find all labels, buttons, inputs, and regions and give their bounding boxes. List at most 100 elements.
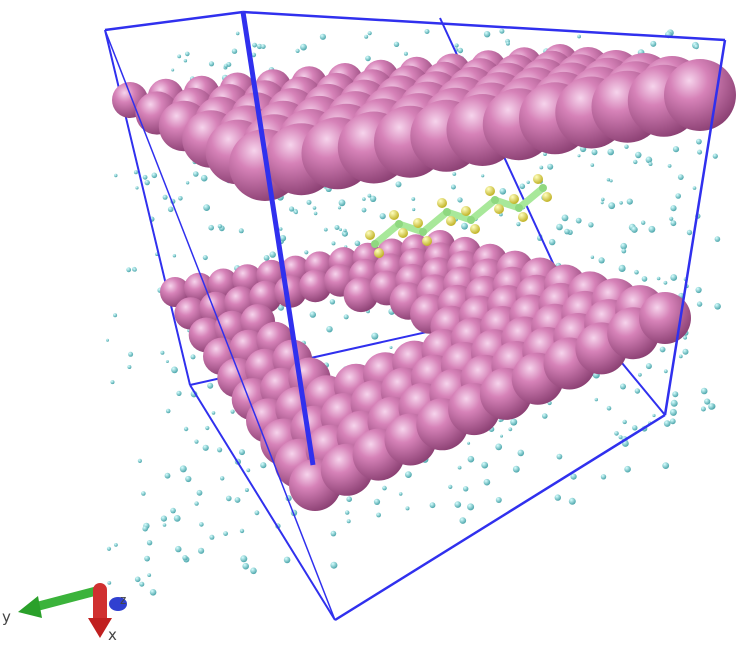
particle (608, 202, 616, 210)
particle (223, 531, 229, 536)
particle (570, 473, 577, 480)
particle (393, 41, 400, 47)
carbon (419, 228, 427, 236)
particle (171, 366, 178, 374)
axis-label-z: z (120, 593, 126, 607)
particle (712, 153, 718, 159)
particle (278, 304, 284, 311)
particle (695, 286, 702, 294)
atom (299, 269, 332, 303)
particle (590, 255, 595, 259)
particle (107, 581, 112, 585)
particle (331, 241, 336, 246)
particle (694, 44, 699, 50)
particle (500, 434, 503, 438)
particle (457, 197, 463, 203)
particle (226, 495, 232, 502)
particle (234, 497, 241, 503)
particle (692, 186, 697, 190)
hydrogen (509, 194, 519, 204)
particle (126, 267, 132, 273)
particle (294, 210, 298, 215)
particle (708, 403, 715, 410)
particle (607, 148, 614, 156)
upper-slab (112, 44, 736, 201)
particle (164, 472, 171, 479)
particle (330, 530, 337, 537)
particle (343, 314, 349, 320)
particle (220, 476, 225, 481)
particle (139, 581, 145, 587)
particle (194, 439, 199, 444)
particle (650, 40, 657, 47)
particle (598, 257, 605, 264)
particle (645, 363, 652, 370)
particle (575, 217, 582, 224)
particle (110, 380, 115, 385)
particle (382, 485, 387, 491)
carbon (539, 184, 547, 192)
particle (564, 228, 570, 235)
particle (240, 555, 248, 563)
particle (424, 29, 430, 34)
particle (289, 206, 295, 212)
particle (600, 201, 604, 205)
particle (620, 383, 626, 390)
particle (179, 465, 187, 473)
hydrogen (485, 186, 495, 196)
particle (149, 589, 157, 596)
particle (624, 465, 631, 473)
particle (185, 181, 190, 185)
particle (508, 427, 513, 432)
particle (379, 213, 386, 220)
particle (662, 462, 670, 469)
particle (454, 501, 462, 508)
particle (670, 274, 678, 281)
particle (246, 468, 251, 473)
particle (483, 31, 491, 38)
particle (648, 225, 656, 233)
particle (339, 228, 342, 232)
hydrogen (422, 236, 432, 246)
particle (364, 34, 369, 39)
particle (663, 369, 668, 374)
particle (467, 441, 471, 445)
particle (254, 510, 260, 516)
axis-label-y: y (2, 608, 11, 626)
particle (198, 547, 205, 554)
particle (334, 225, 340, 230)
particle (634, 269, 639, 275)
particle (177, 54, 182, 59)
hydrogen (374, 248, 384, 258)
particle (632, 425, 638, 431)
particle (176, 390, 182, 396)
particle (170, 507, 176, 514)
particle (343, 232, 348, 237)
particle (554, 494, 561, 501)
particle (354, 240, 361, 247)
particle (207, 382, 214, 389)
particle (678, 354, 683, 359)
particle (313, 211, 318, 216)
particle (556, 453, 563, 460)
particle (499, 188, 507, 195)
particle (389, 346, 393, 349)
particle (326, 326, 333, 333)
particle (373, 498, 381, 505)
particle (185, 51, 190, 57)
lower-slab (160, 230, 691, 511)
particle (631, 226, 638, 233)
particle (106, 546, 112, 551)
particle (588, 222, 594, 228)
particle (171, 68, 175, 72)
particle (250, 567, 257, 575)
particle (113, 313, 118, 318)
particle (641, 220, 646, 225)
particle (295, 48, 300, 54)
particle (682, 348, 689, 355)
particle (619, 201, 623, 205)
particle (512, 465, 520, 473)
particle (376, 512, 381, 518)
particle (263, 255, 270, 261)
particle (133, 267, 137, 272)
